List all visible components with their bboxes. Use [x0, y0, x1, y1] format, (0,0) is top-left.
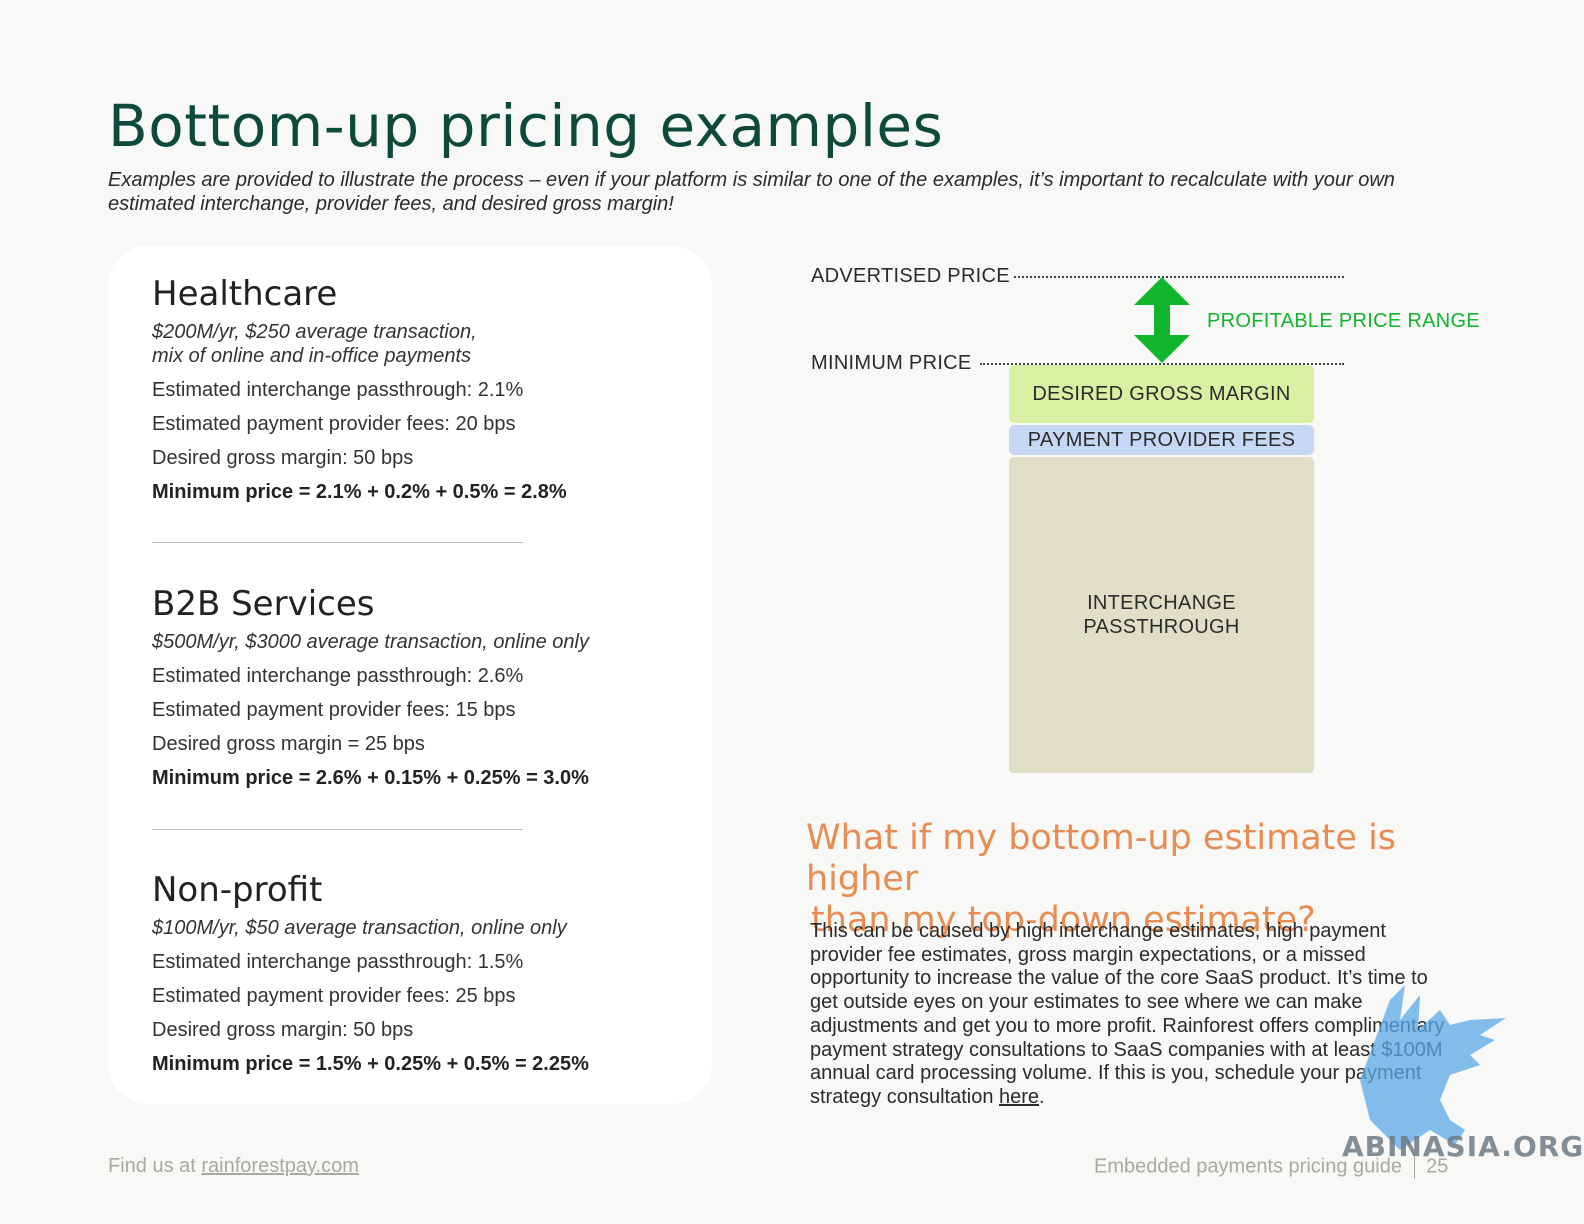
minimum-price: Minimum price = 2.6% + 0.15% + 0.25% = 3…: [152, 767, 589, 789]
description-line: mix of online and in-office payments: [152, 345, 472, 367]
page-title: Bottom-up pricing examples: [108, 92, 944, 160]
example-title: Healthcare: [152, 274, 338, 314]
guide-title: Embedded payments pricing guide: [1094, 1155, 1402, 1178]
double-arrow-icon: [1134, 277, 1190, 363]
provider-fees-estimate: Estimated payment provider fees: 25 bps: [152, 985, 516, 1007]
minimum-price: Minimum price = 1.5% + 0.25% + 0.5% = 2.…: [152, 1053, 589, 1075]
example-healthcare: Healthcare $200M/yr, $250 average transa…: [152, 274, 692, 504]
interchange-label-line: PASSTHROUGH: [1083, 616, 1240, 638]
footer-text: Find us at: [108, 1155, 202, 1177]
griffin-logo-icon: [1360, 985, 1506, 1150]
provider-fees-block: PAYMENT PROVIDER FEES: [1009, 425, 1314, 455]
body-end: .: [1039, 1085, 1045, 1108]
example-description: $200M/yr, $250 average transaction, mix …: [152, 320, 692, 368]
body-text: This can be caused by high interchange e…: [810, 920, 1445, 1108]
profitable-range-label: PROFITABLE PRICE RANGE: [1207, 310, 1480, 332]
question-heading: What if my bottom-up estimate is higher …: [806, 818, 1486, 941]
description-line: $500M/yr, $3000 average transaction, onl…: [152, 631, 589, 653]
minimum-price-label: MINIMUM PRICE: [811, 352, 972, 374]
footer-guide: Embedded payments pricing guide 25: [1094, 1155, 1448, 1179]
question-line: than my top-down estimate?: [811, 900, 1316, 940]
question-body: This can be caused by high interchange e…: [810, 920, 1460, 1110]
example-non-profit: Non-profit $100M/yr, $50 average transac…: [152, 870, 692, 1076]
gross-margin: Desired gross margin = 25 bps: [152, 733, 425, 755]
watermark-text: ABINASIA.ORG: [1342, 1130, 1584, 1163]
watermark: ABINASIA.ORG: [1330, 980, 1583, 1163]
advertised-price-line: [1014, 276, 1344, 278]
examples-card: Healthcare $200M/yr, $250 average transa…: [108, 246, 712, 1104]
page-number: 25: [1426, 1155, 1449, 1178]
provider-fees-estimate: Estimated payment provider fees: 20 bps: [152, 413, 516, 435]
footer-find-us: Find us at rainforestpay.com: [108, 1155, 359, 1178]
advertised-price-label: ADVERTISED PRICE: [811, 265, 1010, 287]
minimum-price-line: [980, 363, 1344, 365]
website-link[interactable]: rainforestpay.com: [201, 1155, 359, 1177]
example-description: $500M/yr, $3000 average transaction, onl…: [152, 630, 692, 654]
minimum-price: Minimum price = 2.1% + 0.2% + 0.5% = 2.8…: [152, 481, 567, 503]
interchange-estimate: Estimated interchange passthrough: 2.1%: [152, 379, 524, 401]
example-title: B2B Services: [152, 584, 375, 624]
gross-margin-block: DESIRED GROSS MARGIN: [1009, 365, 1314, 423]
description-line: $200M/yr, $250 average transaction,: [152, 321, 477, 343]
divider: [152, 829, 523, 830]
interchange-label-line: INTERCHANGE: [1087, 592, 1236, 614]
page-subtitle: Examples are provided to illustrate the …: [108, 169, 1395, 215]
question-line: What if my bottom-up estimate is higher: [806, 818, 1397, 899]
example-b2b-services: B2B Services $500M/yr, $3000 average tra…: [152, 584, 692, 790]
description-line: $100M/yr, $50 average transaction, onlin…: [152, 917, 567, 939]
interchange-estimate: Estimated interchange passthrough: 2.6%: [152, 665, 524, 687]
footer-separator: [1413, 1155, 1415, 1179]
gross-margin: Desired gross margin: 50 bps: [152, 447, 414, 469]
interchange-block: INTERCHANGE PASSTHROUGH: [1009, 457, 1314, 773]
gross-margin: Desired gross margin: 50 bps: [152, 1019, 414, 1041]
example-title: Non-profit: [152, 870, 323, 910]
divider: [152, 542, 523, 543]
interchange-estimate: Estimated interchange passthrough: 1.5%: [152, 951, 524, 973]
example-description: $100M/yr, $50 average transaction, onlin…: [152, 916, 692, 940]
consultation-link[interactable]: here: [999, 1085, 1040, 1108]
provider-fees-estimate: Estimated payment provider fees: 15 bps: [152, 699, 516, 721]
